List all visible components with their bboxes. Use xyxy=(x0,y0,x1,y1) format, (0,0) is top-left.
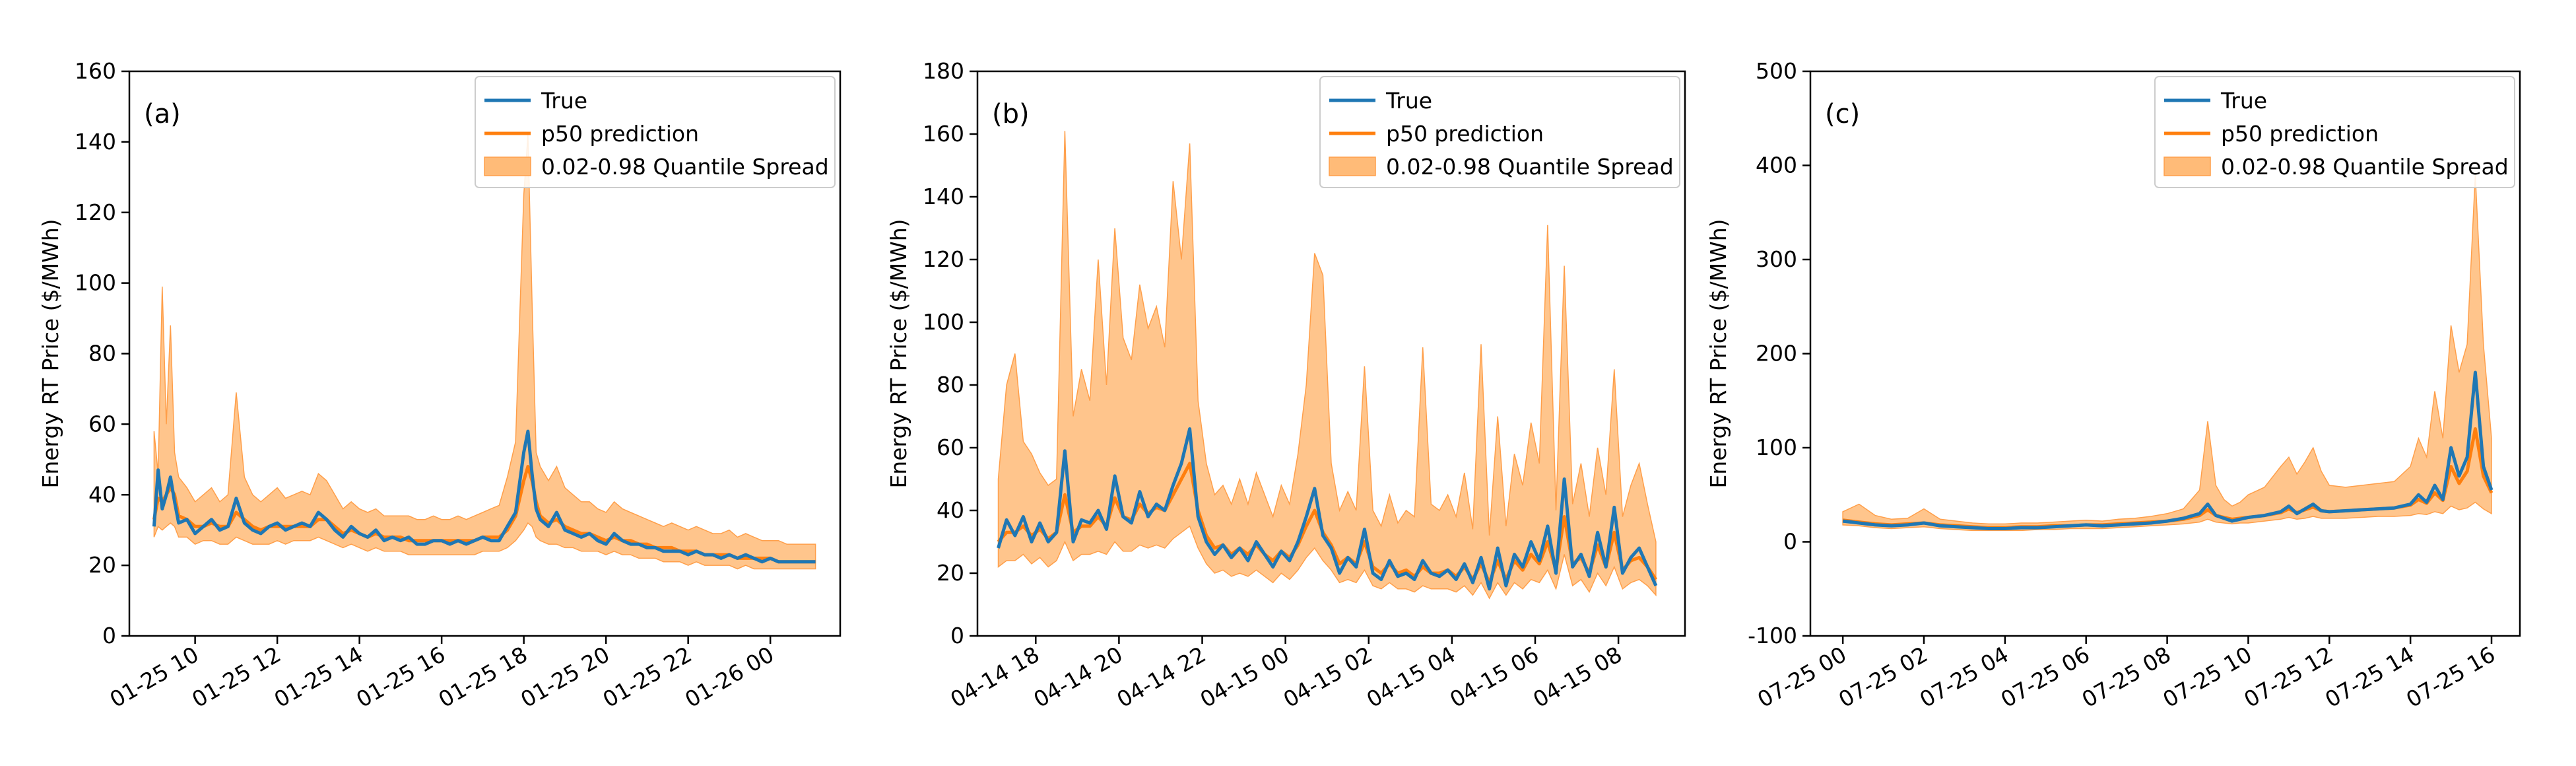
legend-entry: p50 prediction xyxy=(1386,121,1544,147)
legend-entry: p50 prediction xyxy=(2221,121,2379,147)
legend-entry: True xyxy=(2220,88,2267,114)
x-tick-label: 04-14 18 xyxy=(946,641,1043,713)
x-tick-label: 01-25 22 xyxy=(599,641,696,713)
y-tick-label: 180 xyxy=(923,58,964,84)
y-tick-label: 0 xyxy=(102,623,116,648)
true-line xyxy=(1842,370,2493,530)
x-tick-label: 07-25 00 xyxy=(1753,641,1851,713)
x-tick-label: 01-25 20 xyxy=(516,641,614,713)
y-axis-label: Energy RT Price ($/MWh) xyxy=(38,219,63,488)
legend-entry: 0.02-0.98 Quantile Spread xyxy=(2221,154,2509,180)
y-axis-label: Energy RT Price ($/MWh) xyxy=(886,219,911,488)
x-tick-label: 04-15 02 xyxy=(1279,641,1377,713)
y-axis-label: Energy RT Price ($/MWh) xyxy=(1705,219,1731,488)
y-tick-label: 80 xyxy=(937,372,964,398)
y-tick-label: 200 xyxy=(1756,341,1797,366)
y-tick-label: 60 xyxy=(937,435,964,460)
legend-entry: True xyxy=(1385,88,1432,114)
y-tick-label: 140 xyxy=(75,129,116,155)
y-tick-label: 120 xyxy=(923,246,964,272)
y-tick-label: 500 xyxy=(1756,58,1797,84)
y-tick-label: 40 xyxy=(937,497,964,523)
x-tick-label: 04-15 00 xyxy=(1196,641,1294,713)
y-tick-label: 400 xyxy=(1756,153,1797,178)
y-tick-label: 300 xyxy=(1756,246,1797,272)
legend-band-handle xyxy=(1329,157,1376,176)
y-tick-label: 160 xyxy=(923,121,964,147)
legend-entry: 0.02-0.98 Quantile Spread xyxy=(1386,154,1674,180)
legend-band-handle xyxy=(484,157,531,176)
x-tick-label: 01-25 18 xyxy=(434,641,532,713)
quantile-band xyxy=(153,135,816,570)
x-tick-label: 01-25 14 xyxy=(270,641,368,713)
x-tick-label: 04-15 04 xyxy=(1362,641,1460,713)
y-tick-label: 0 xyxy=(1783,529,1797,555)
x-tick-label: 04-15 08 xyxy=(1529,641,1626,713)
y-tick-label: 120 xyxy=(75,199,116,225)
y-tick-label: 40 xyxy=(88,481,116,507)
true-line xyxy=(152,429,816,564)
legend-entry: 0.02-0.98 Quantile Spread xyxy=(541,154,829,180)
legend-band-handle xyxy=(2163,157,2211,176)
y-tick-label: 160 xyxy=(75,58,116,84)
x-tick-label: 07-25 04 xyxy=(1915,641,2013,713)
x-tick-label: 04-14 20 xyxy=(1029,641,1127,713)
y-tick-label: 100 xyxy=(923,309,964,335)
x-tick-label: 07-25 10 xyxy=(2158,641,2256,713)
y-tick-label: 20 xyxy=(88,552,116,578)
panel-tag: (a) xyxy=(144,99,181,129)
y-tick-label: -100 xyxy=(1748,623,1797,648)
panel-tag: (c) xyxy=(1825,99,1860,129)
axes-frame xyxy=(976,70,1686,637)
y-tick-label: 100 xyxy=(1756,435,1797,460)
y-tick-label: 140 xyxy=(923,184,964,209)
x-tick-label: 01-25 10 xyxy=(106,641,203,713)
quantile-band xyxy=(997,131,1657,600)
y-tick-label: 20 xyxy=(937,560,964,586)
y-tick-label: 80 xyxy=(88,341,116,366)
y-tick-label: 100 xyxy=(75,270,116,296)
x-tick-label: 04-14 22 xyxy=(1113,641,1210,713)
true-line xyxy=(997,427,1658,591)
legend-box xyxy=(2154,76,2515,188)
x-tick-label: 04-15 06 xyxy=(1445,641,1543,713)
x-tick-label: 01-25 16 xyxy=(352,641,449,713)
legend-entry: True xyxy=(541,88,587,114)
x-tick-label: 07-25 02 xyxy=(1834,641,1932,713)
x-tick-label: 07-25 14 xyxy=(2321,641,2418,713)
y-tick-label: 60 xyxy=(88,411,116,436)
panel-tag: (b) xyxy=(992,99,1030,129)
x-tick-label: 07-25 16 xyxy=(2402,641,2499,713)
x-tick-label: 07-25 12 xyxy=(2239,641,2337,713)
legend-box xyxy=(475,76,836,188)
x-tick-label: 07-25 06 xyxy=(1997,641,2094,713)
x-tick-label: 01-25 12 xyxy=(187,641,285,713)
quantile-band xyxy=(1842,174,2492,532)
y-tick-label: 0 xyxy=(950,623,964,648)
legend-entry: p50 prediction xyxy=(541,121,699,147)
legend-box xyxy=(1319,76,1680,188)
x-tick-label: 07-25 08 xyxy=(2078,641,2175,713)
x-tick-label: 01-26 00 xyxy=(680,641,778,713)
